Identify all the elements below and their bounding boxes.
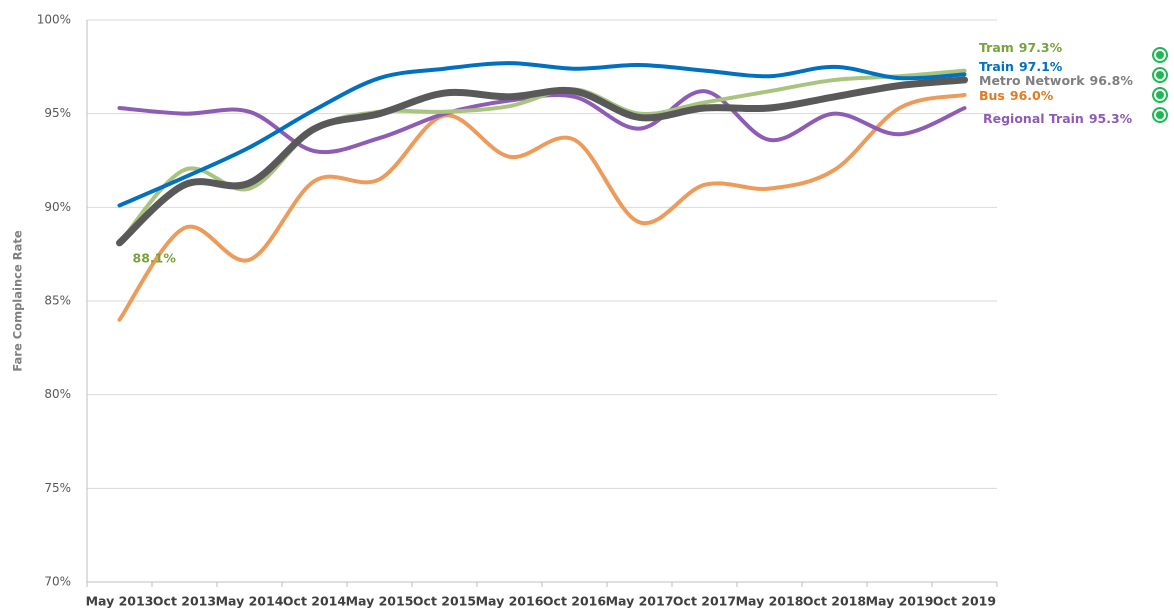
series-name: Train xyxy=(979,59,1014,74)
value-label: 96.8% xyxy=(1090,73,1134,88)
series-line xyxy=(116,76,968,247)
series-line xyxy=(117,89,967,155)
y-tick-label: 95% xyxy=(44,106,71,120)
end-label: Regional Train 95.3% xyxy=(983,111,1133,126)
value-label: 96.0% xyxy=(1010,88,1054,103)
x-tick-label: Oct 2015 xyxy=(413,594,476,609)
x-tick-label: May 2019 xyxy=(866,594,934,609)
x-tick-label: Oct 2019 xyxy=(933,594,996,609)
series-name: Regional Train xyxy=(983,111,1084,126)
value-label: 88.1% xyxy=(133,250,177,265)
x-tick-label: May 2017 xyxy=(606,594,674,609)
series-name: Tram xyxy=(979,40,1014,55)
x-tick-label: Oct 2016 xyxy=(543,594,606,609)
x-tick-label: Oct 2013 xyxy=(153,594,216,609)
value-label: 97.3% xyxy=(1019,40,1063,55)
series-line xyxy=(117,61,967,208)
x-tick-label: Oct 2017 xyxy=(673,594,736,609)
y-tick-label: 75% xyxy=(44,481,71,495)
x-tick-label: Oct 2018 xyxy=(803,594,866,609)
y-axis-label: Fare Complaince Rate xyxy=(11,230,25,372)
end-label: Metro Network 96.8% xyxy=(979,73,1133,88)
x-tick-label: May 2018 xyxy=(736,594,804,609)
status-icons xyxy=(1152,47,1168,123)
x-tick-label: May 2014 xyxy=(216,594,284,609)
series-line xyxy=(117,92,967,322)
series-name: Bus xyxy=(979,88,1005,103)
y-tick-label: 70% xyxy=(44,575,71,589)
y-tick-label: 90% xyxy=(44,200,71,214)
y-tick-label: 85% xyxy=(44,294,71,308)
end-label: Bus 96.0% xyxy=(979,88,1054,103)
x-tick-label: Oct 2014 xyxy=(283,594,346,609)
x-tick-label: May 2013 xyxy=(86,594,154,609)
x-tick-label: May 2015 xyxy=(346,594,414,609)
y-tick-label: 100% xyxy=(37,13,71,27)
x-tick-label: May 2016 xyxy=(476,594,544,609)
series-line xyxy=(117,68,967,245)
value-label: 95.3% xyxy=(1089,111,1133,126)
end-label: Train 97.1% xyxy=(979,59,1063,74)
series-name: Metro Network xyxy=(979,73,1085,88)
end-label: Tram 97.3% xyxy=(979,40,1063,55)
y-tick-label: 80% xyxy=(44,387,71,401)
value-label: 97.1% xyxy=(1019,59,1063,74)
